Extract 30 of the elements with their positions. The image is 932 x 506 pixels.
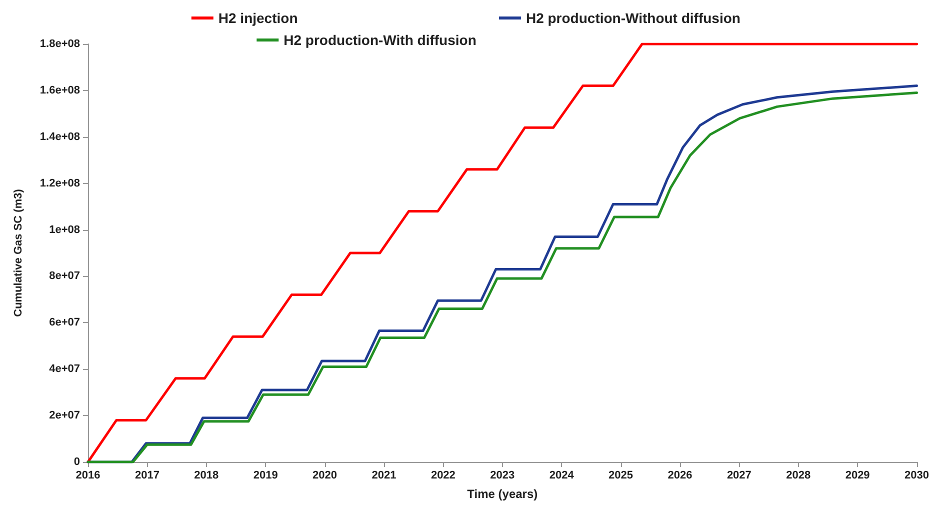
- x-tick-label: 2020: [312, 470, 338, 482]
- y-tick-label: 8e+07: [49, 270, 80, 282]
- x-tick-label: 2016: [76, 470, 100, 482]
- y-tick-label: 1.4e+08: [40, 130, 80, 143]
- y-tick-label: 6e+07: [49, 316, 80, 329]
- legend-label: H2 injection: [218, 10, 298, 26]
- x-tick-label: 2024: [549, 470, 575, 482]
- y-tick-label: 4e+07: [49, 363, 80, 376]
- y-tick-label: 1.2e+08: [40, 177, 80, 190]
- x-tick-label: 2029: [845, 470, 870, 482]
- x-tick-label: 2030: [904, 470, 930, 482]
- x-tick-label: 2017: [134, 470, 160, 482]
- y-tick-label: 2e+07: [49, 410, 80, 422]
- y-axis-title: Cumulative Gas SC (m3): [12, 188, 24, 317]
- x-tick-label: 2027: [726, 470, 752, 482]
- x-tick-label: 2023: [490, 470, 515, 482]
- y-tick-label: 0: [74, 456, 80, 468]
- legend-label: H2 production-With diffusion: [284, 32, 476, 48]
- x-tick-label: 2018: [194, 470, 219, 482]
- y-tick-label: 1e+08: [49, 224, 80, 236]
- x-tick-label: 2022: [430, 470, 456, 482]
- y-tick-label: 1.8e+08: [40, 38, 80, 50]
- legend-label: H2 production-Without diffusion: [526, 10, 740, 26]
- x-axis-title: Time (years): [467, 487, 538, 501]
- x-tick-label: 2025: [608, 470, 634, 482]
- y-tick-label: 1.6e+08: [40, 84, 80, 96]
- x-tick-label: 2019: [253, 470, 278, 482]
- x-tick-label: 2021: [372, 470, 396, 482]
- x-tick-label: 2026: [668, 470, 692, 482]
- x-tick-label: 2028: [786, 470, 811, 482]
